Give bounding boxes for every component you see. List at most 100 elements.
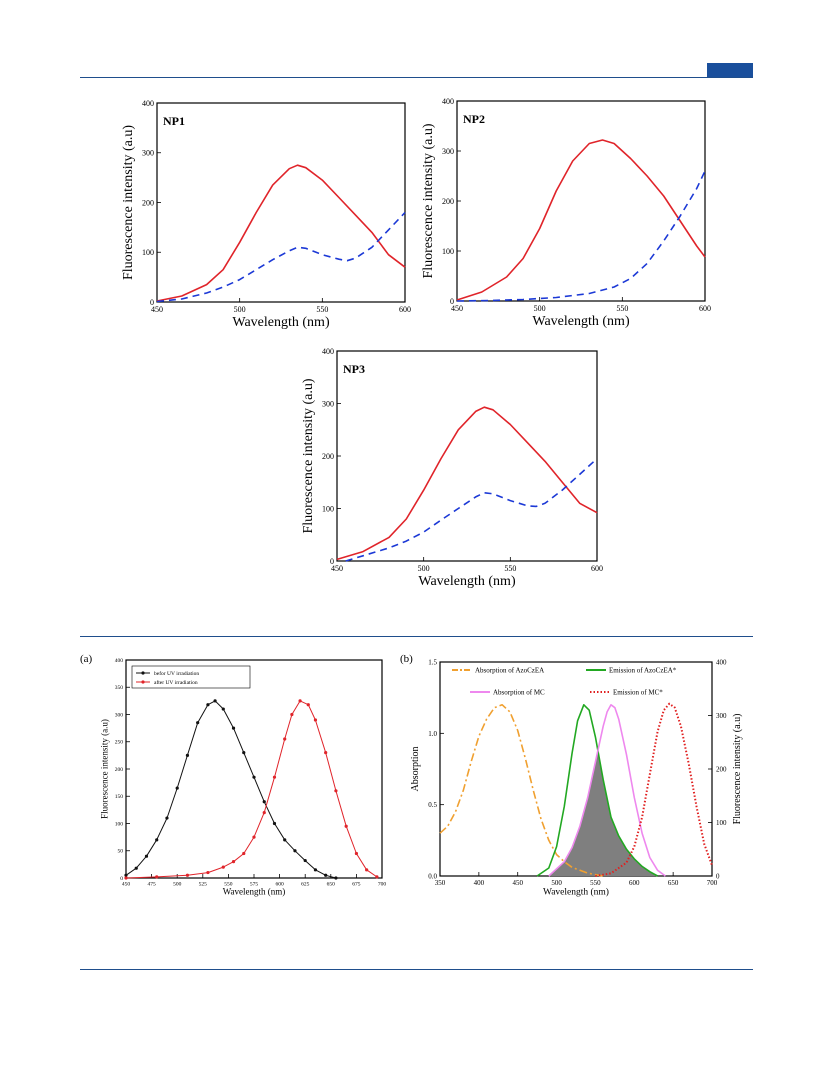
data-point <box>252 775 256 779</box>
data-point <box>175 786 179 790</box>
series-line <box>156 164 406 302</box>
x-tick-label: 500 <box>234 305 246 314</box>
x-tick-label: 450 <box>512 879 523 887</box>
x-tick-label: 550 <box>224 882 233 888</box>
data-point <box>272 775 277 779</box>
y-tick-label: 200 <box>442 197 454 206</box>
x-tick-label: 600 <box>629 879 640 887</box>
x-tick-label: 500 <box>418 564 430 573</box>
y-axis-label: Fluorescence intensity (a.u) <box>100 719 110 819</box>
data-point <box>375 875 379 879</box>
y-tick-label: 400 <box>142 99 154 108</box>
y-tick-label: 300 <box>322 399 334 408</box>
data-point <box>196 721 200 725</box>
legend-box <box>131 665 251 689</box>
x-tick-label: 600 <box>275 882 284 888</box>
series-line <box>456 170 706 302</box>
x-tick-label: 650 <box>327 882 336 888</box>
x-tick-label: 450 <box>151 305 163 314</box>
x-tick-label: 600 <box>399 305 411 314</box>
overlap-area <box>548 754 658 876</box>
legend-marker <box>141 680 145 684</box>
x-tick-label: 500 <box>534 304 546 313</box>
legend-marker <box>141 671 145 675</box>
data-point <box>155 875 159 879</box>
x-tick-label: 675 <box>352 882 361 888</box>
x-axis-label: Wavelength (nm) <box>418 574 516 589</box>
y-tick-label: 400 <box>322 347 334 356</box>
y-right-axis-label: Fluorescence intensity (a.u) <box>732 714 743 825</box>
data-point <box>272 821 277 826</box>
x-tick-label: 700 <box>378 882 387 888</box>
data-point <box>306 703 310 707</box>
legend-label: Emission of MC* <box>613 689 663 697</box>
legend-label: Absorption of MC <box>493 689 545 697</box>
series-line <box>439 704 604 877</box>
data-point <box>242 751 246 755</box>
chart-np2: 450 500 550 600 0 100 200 300 400 Wavelength (nm)… <box>421 97 711 329</box>
data-point <box>262 800 266 804</box>
y-tick-label: 0 <box>450 297 454 306</box>
y-axis-label: Fluorescence intensity (a.u) <box>421 123 436 278</box>
y-right-tick-label: 100 <box>716 819 727 827</box>
chart-np3: 450 500 550 600 0 100 200 300 400 Wavelength (nm)… <box>301 347 603 589</box>
y-tick-label: 100 <box>142 248 154 257</box>
y-tick-label: 300 <box>442 147 454 156</box>
x-tick-label: 550 <box>590 879 601 887</box>
chart-b: 350 400 450 500 550 600 650 700 0.0 0.5 1.0 1.5 0 100… <box>400 653 743 898</box>
y-tick-label: 400 <box>115 658 124 664</box>
data-point <box>334 789 338 793</box>
data-point <box>298 699 302 703</box>
x-tick-label: 625 <box>301 882 310 888</box>
data-point <box>324 751 328 755</box>
plot-frame <box>125 659 383 879</box>
series-line <box>125 700 337 879</box>
legend-label: befor UV irradiation <box>154 670 199 677</box>
y-axis-label: Fluorescence intensity (a.u) <box>121 125 136 280</box>
legend-label: after UV irradiation <box>154 679 198 686</box>
data-point <box>252 835 256 839</box>
series-line <box>595 702 713 877</box>
y-tick-label: 200 <box>142 198 154 207</box>
data-point <box>134 866 138 870</box>
data-point <box>221 707 225 711</box>
x-tick-label: 600 <box>699 304 711 313</box>
data-point <box>213 699 217 703</box>
y-tick-label: 0.0 <box>428 872 437 880</box>
data-point <box>283 838 287 842</box>
y-tick-label: 0.5 <box>428 801 437 809</box>
x-tick-label: 450 <box>451 304 463 313</box>
data-point <box>124 873 128 877</box>
data-point <box>293 849 297 853</box>
x-axis-label: Wavelength (nm) <box>232 315 330 330</box>
legend-label: Absorption of AzoCzEA <box>475 667 544 675</box>
y-tick-label: 1.0 <box>428 730 437 738</box>
y-tick-label: 400 <box>442 97 454 106</box>
panel-label: (b) <box>400 653 413 665</box>
data-point <box>155 838 159 842</box>
y-tick-label: 1.5 <box>428 658 437 666</box>
series-line <box>536 704 658 877</box>
data-point <box>262 811 266 815</box>
panel-label: NP3 <box>343 362 365 376</box>
header-tab <box>707 63 753 77</box>
data-point <box>242 851 246 856</box>
panel-label: NP2 <box>463 112 485 126</box>
section-rule-top <box>80 636 753 637</box>
x-tick-label: 500 <box>173 882 182 888</box>
y-right-tick-label: 0 <box>716 872 720 880</box>
data-point <box>185 873 190 877</box>
panel-label: NP1 <box>163 114 185 128</box>
series-line <box>345 458 598 562</box>
data-point <box>313 718 318 722</box>
data-point <box>365 868 369 872</box>
y-tick-label: 100 <box>115 821 124 827</box>
panel-label: (a) <box>80 653 93 665</box>
data-point <box>290 712 294 717</box>
data-point <box>221 865 225 869</box>
x-tick-label: 550 <box>504 564 516 573</box>
y-tick-label: 350 <box>115 685 124 691</box>
series-line <box>336 406 598 561</box>
x-tick-label: 575 <box>250 882 259 888</box>
x-tick-label: 450 <box>122 882 131 888</box>
